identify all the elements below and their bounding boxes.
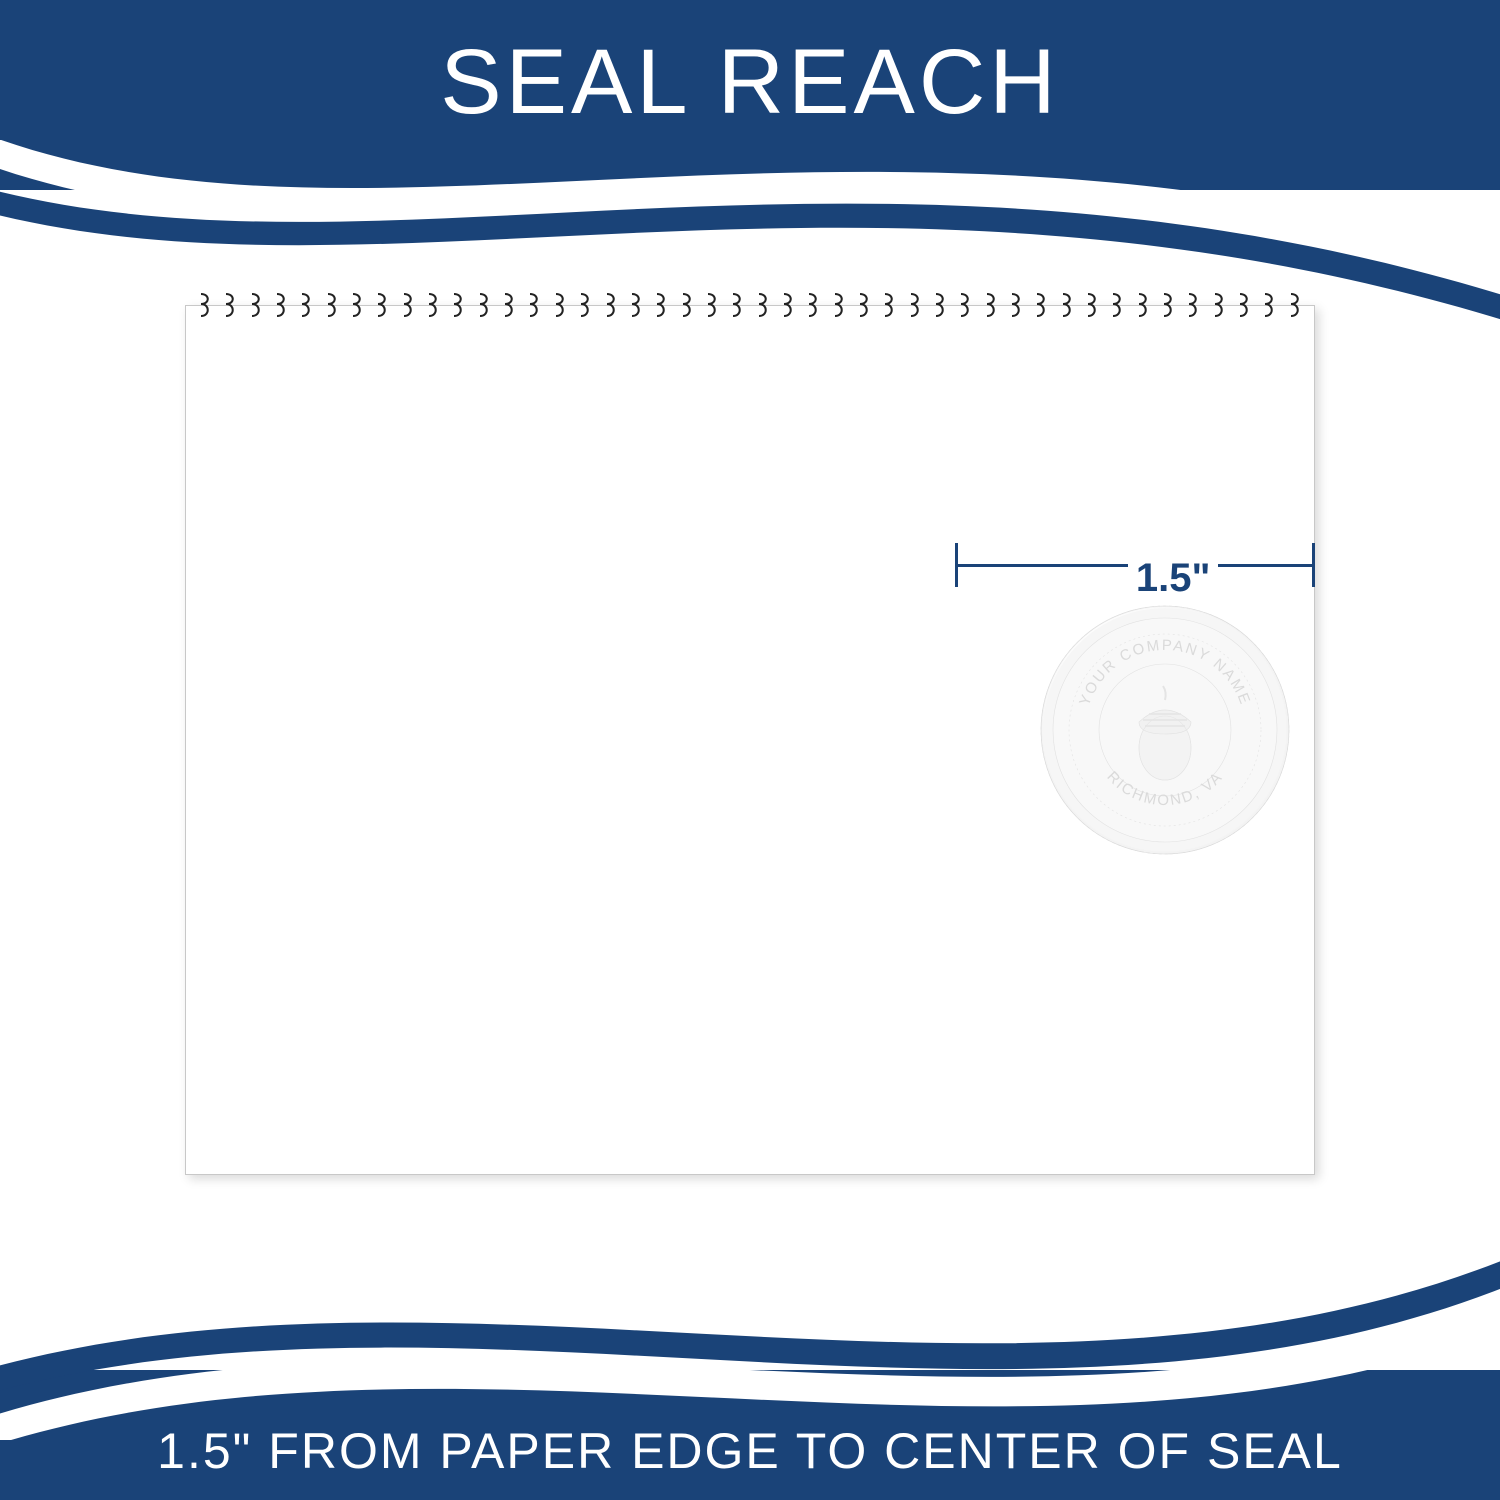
- measurement-bracket: 1.5": [955, 535, 1315, 595]
- spiral-coil: [502, 292, 516, 318]
- footer-banner: 1.5" FROM PAPER EDGE TO CENTER OF SEAL: [0, 1370, 1500, 1500]
- spiral-coil: [1110, 292, 1124, 318]
- footer-text: 1.5" FROM PAPER EDGE TO CENTER OF SEAL: [157, 1422, 1343, 1480]
- spiral-coil: [401, 292, 415, 318]
- header-banner: SEAL REACH: [0, 0, 1500, 190]
- spiral-coil: [1009, 292, 1023, 318]
- spiral-coil: [984, 292, 998, 318]
- spiral-coil: [375, 292, 389, 318]
- spiral-coil: [756, 292, 770, 318]
- spiral-coil: [882, 292, 896, 318]
- spiral-coil: [680, 292, 694, 318]
- spiral-coil: [654, 292, 668, 318]
- spiral-coil: [1060, 292, 1074, 318]
- spiral-coil: [578, 292, 592, 318]
- spiral-binding: [198, 292, 1302, 322]
- spiral-coil: [1136, 292, 1150, 318]
- spiral-coil: [426, 292, 440, 318]
- page-title: SEAL REACH: [440, 30, 1059, 135]
- spiral-coil: [274, 292, 288, 318]
- spiral-coil: [857, 292, 871, 318]
- spiral-coil: [629, 292, 643, 318]
- spiral-coil: [705, 292, 719, 318]
- spiral-coil: [350, 292, 364, 318]
- spiral-coil: [1262, 292, 1276, 318]
- spiral-coil: [933, 292, 947, 318]
- spiral-coil: [1085, 292, 1099, 318]
- measurement-label: 1.5": [1128, 556, 1219, 601]
- spiral-coil: [249, 292, 263, 318]
- spiral-coil: [832, 292, 846, 318]
- spiral-coil: [908, 292, 922, 318]
- spiral-coil: [958, 292, 972, 318]
- spiral-coil: [1186, 292, 1200, 318]
- spiral-coil: [1288, 292, 1302, 318]
- spiral-coil: [806, 292, 820, 318]
- spiral-coil: [730, 292, 744, 318]
- spiral-coil: [553, 292, 567, 318]
- bracket-line: 1.5": [958, 564, 1312, 567]
- bracket-cap-right: [1312, 543, 1315, 587]
- spiral-coil: [223, 292, 237, 318]
- spiral-coil: [527, 292, 541, 318]
- spiral-coil: [604, 292, 618, 318]
- spiral-coil: [198, 292, 212, 318]
- spiral-coil: [1034, 292, 1048, 318]
- spiral-coil: [451, 292, 465, 318]
- spiral-coil: [1161, 292, 1175, 318]
- spiral-coil: [781, 292, 795, 318]
- spiral-coil: [299, 292, 313, 318]
- embossed-seal: YOUR COMPANY NAME RICHMOND, VA: [1035, 600, 1295, 860]
- spiral-coil: [477, 292, 491, 318]
- spiral-coil: [1237, 292, 1251, 318]
- spiral-coil: [325, 292, 339, 318]
- spiral-coil: [1212, 292, 1226, 318]
